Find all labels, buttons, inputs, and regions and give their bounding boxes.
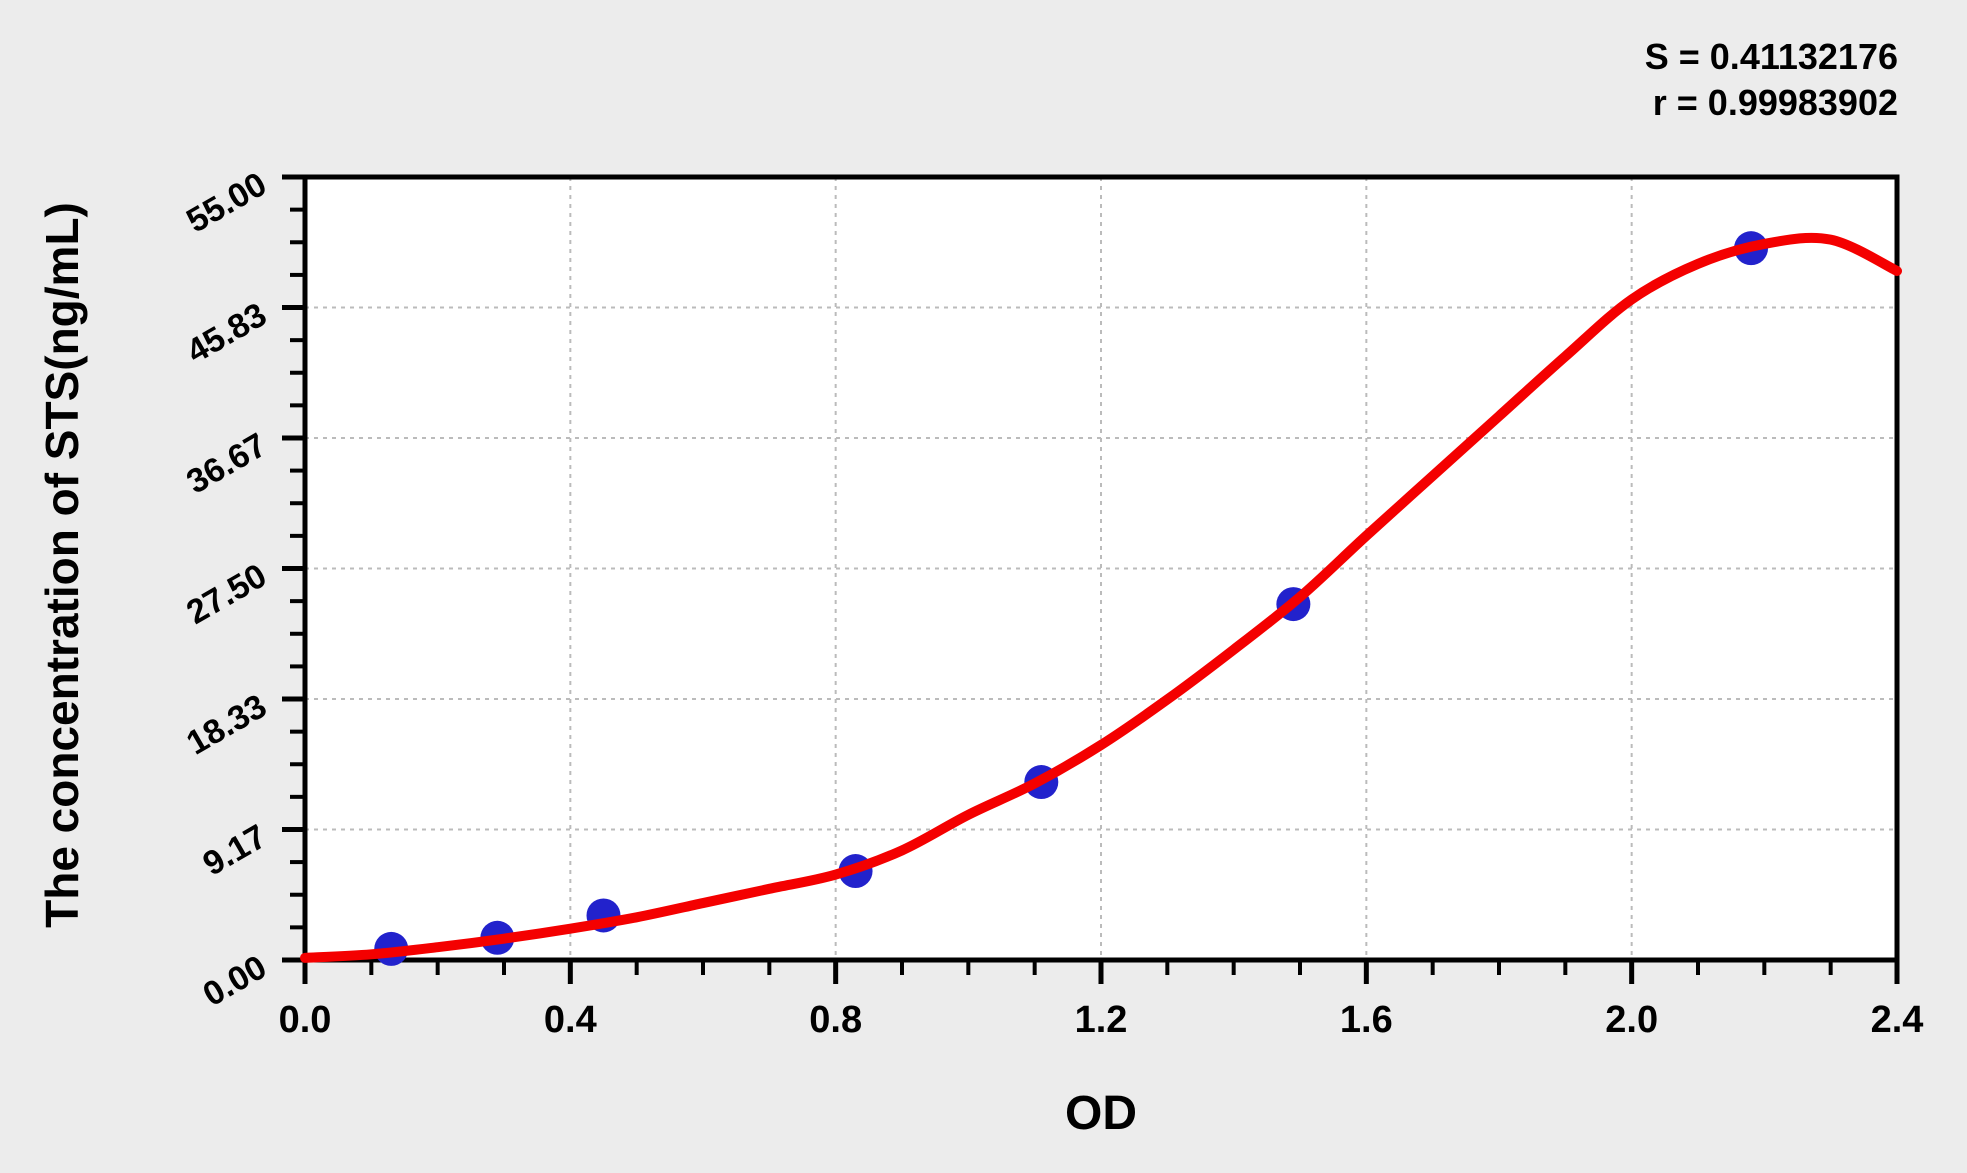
y-tick-label: 45.83 xyxy=(180,296,273,371)
x-axis-title: OD xyxy=(1065,1087,1137,1140)
x-tick-label: 0.4 xyxy=(544,999,597,1041)
y-tick-label: 55.00 xyxy=(180,165,273,240)
x-tick-label: 1.2 xyxy=(1075,999,1128,1041)
x-tick-label: 0.8 xyxy=(809,999,862,1041)
r-value: r = 0.99983902 xyxy=(1652,82,1898,123)
x-tick-label: 0.0 xyxy=(279,999,332,1041)
y-tick-label: 27.50 xyxy=(180,557,273,632)
x-tick-label: 1.6 xyxy=(1340,999,1393,1041)
fit-statistics: S = 0.41132176 r = 0.99983902 xyxy=(1645,34,1898,126)
standard-curve xyxy=(300,232,1902,963)
y-tick-label: 36.67 xyxy=(180,426,273,501)
y-axis-title: The concentration of STS(ng/mL) xyxy=(36,202,88,928)
y-tick-label: 0.00 xyxy=(197,948,273,1014)
x-tick-label: 2.4 xyxy=(1871,999,1924,1041)
y-tick-label: 9.17 xyxy=(197,817,273,883)
x-tick-label: 2.0 xyxy=(1605,999,1658,1041)
y-tick-label: 18.33 xyxy=(180,687,273,762)
s-value: S = 0.41132176 xyxy=(1644,36,1898,77)
